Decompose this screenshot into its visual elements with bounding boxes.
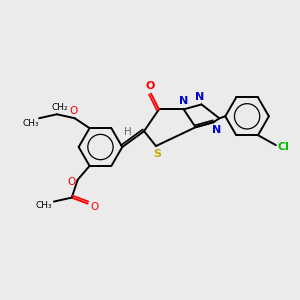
Text: S: S <box>153 149 161 159</box>
Text: O: O <box>90 202 99 212</box>
Text: CH₂: CH₂ <box>52 103 68 112</box>
Text: O: O <box>70 106 78 116</box>
Text: N: N <box>179 97 188 106</box>
Text: O: O <box>68 177 76 187</box>
Text: CH₃: CH₃ <box>36 201 52 210</box>
Text: Cl: Cl <box>278 142 290 152</box>
Text: N: N <box>195 92 204 101</box>
Text: O: O <box>145 81 155 91</box>
Text: H: H <box>124 127 132 137</box>
Text: CH₃: CH₃ <box>23 119 39 128</box>
Text: N: N <box>212 125 221 135</box>
